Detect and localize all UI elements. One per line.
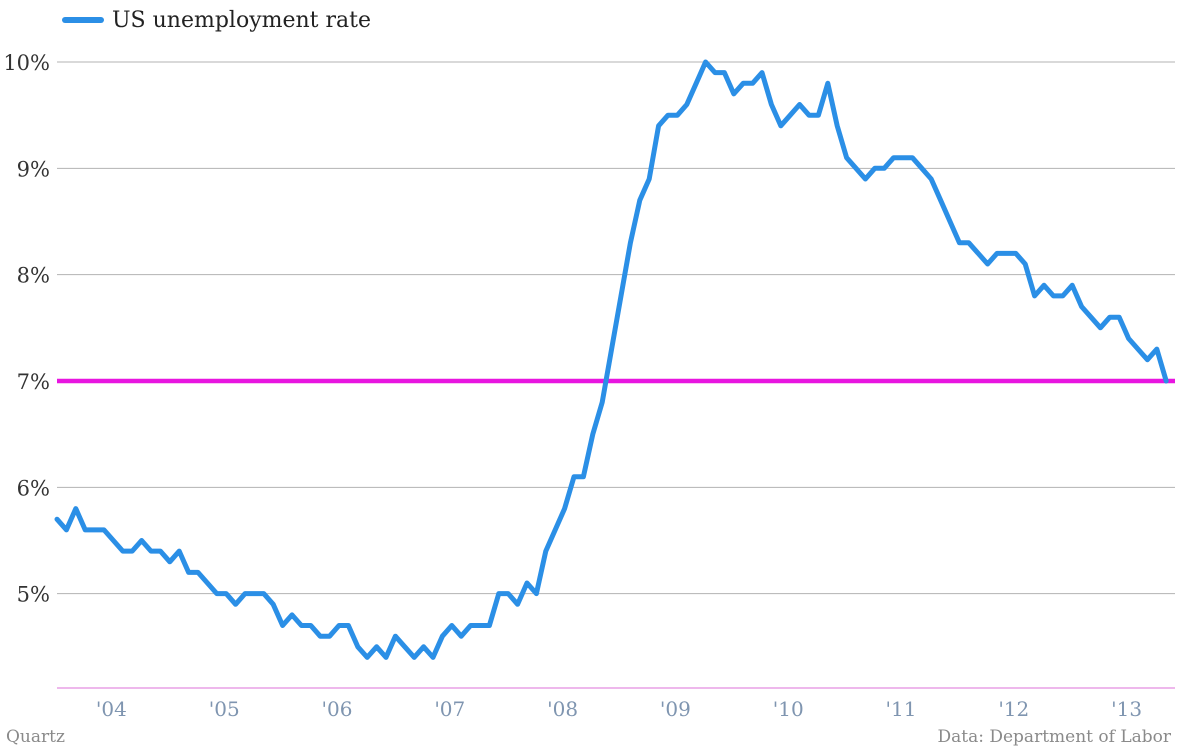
x-tick-label: '07 — [434, 697, 465, 721]
y-tick-label: 5% — [17, 583, 50, 607]
y-tick-label: 8% — [17, 264, 50, 288]
x-tick-label: '10 — [773, 697, 804, 721]
x-tick-label: '13 — [1111, 697, 1142, 721]
x-tick-label: '12 — [998, 697, 1029, 721]
x-tick-label: '08 — [547, 697, 578, 721]
x-tick-label: '05 — [209, 697, 240, 721]
legend: US unemployment rate — [62, 6, 371, 34]
legend-swatch — [62, 17, 104, 23]
y-tick-label: 9% — [17, 157, 50, 181]
legend-label: US unemployment rate — [112, 7, 371, 33]
y-tick-label: 6% — [17, 476, 50, 500]
y-tick-label: 7% — [17, 370, 50, 394]
x-tick-label: '09 — [660, 697, 691, 721]
series-line-unemployment — [54, 59, 1169, 660]
credit-label: Quartz — [6, 727, 65, 747]
x-tick-label: '04 — [96, 697, 127, 721]
x-tick-label: '11 — [886, 697, 917, 721]
x-tick-label: '06 — [322, 697, 353, 721]
y-tick-label: 10% — [3, 51, 50, 75]
source-label: Data: Department of Labor — [937, 727, 1172, 747]
